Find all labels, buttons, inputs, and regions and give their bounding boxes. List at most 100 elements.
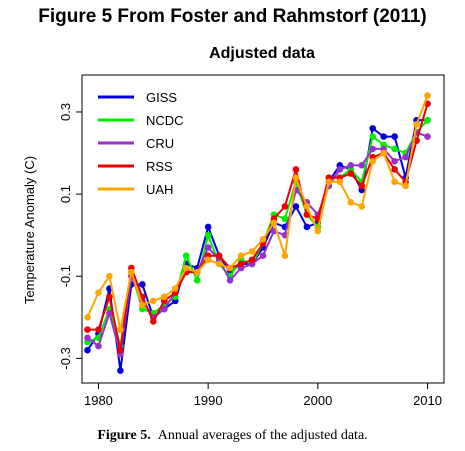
legend: GISS NCDC CRU RSS UAH — [98, 90, 184, 197]
series-uah — [84, 92, 431, 333]
data-point — [171, 285, 179, 292]
data-point — [95, 326, 102, 333]
data-point — [237, 260, 245, 268]
legend-item-uah: UAH — [98, 182, 173, 197]
y-tick-label: -0.3 — [58, 347, 73, 369]
data-point — [84, 334, 91, 342]
data-point — [128, 268, 135, 276]
data-point — [237, 252, 245, 259]
data-point — [160, 305, 168, 313]
data-point — [84, 313, 91, 321]
data-point — [226, 277, 234, 284]
data-point — [248, 248, 256, 255]
data-point — [204, 244, 212, 251]
data-point — [424, 133, 431, 140]
data-point — [336, 166, 344, 173]
figure-caption: Figure 5. Annual averages of the adjuste… — [0, 428, 465, 444]
y-axis-label: Temperature Anomaly (C) — [22, 156, 37, 304]
data-point — [303, 223, 311, 231]
data-point — [303, 203, 311, 210]
data-point — [150, 318, 157, 325]
series-rss — [84, 100, 431, 354]
data-point — [281, 203, 289, 210]
data-point — [182, 252, 190, 259]
y-tick-label: 0.3 — [58, 103, 73, 121]
data-point — [84, 326, 91, 333]
data-point — [413, 120, 420, 128]
legend-label: RSS — [146, 159, 173, 174]
data-point — [369, 145, 376, 153]
data-point — [402, 153, 409, 161]
data-point — [292, 203, 300, 210]
caption-text: Annual averages of the adjusted data. — [157, 428, 368, 443]
data-point — [369, 125, 376, 132]
data-point — [106, 293, 113, 301]
data-point — [358, 162, 366, 169]
caption-lead: Figure 5. — [97, 428, 151, 443]
data-point — [347, 170, 355, 177]
data-point — [117, 367, 124, 374]
y-tick-label: -0.1 — [58, 265, 73, 287]
data-point — [391, 157, 398, 165]
data-point — [248, 256, 256, 264]
data-point — [402, 182, 409, 190]
data-point — [117, 346, 124, 354]
legend-item-ncdc: NCDC — [98, 113, 184, 128]
y-tick-label: 0.1 — [58, 185, 73, 203]
legend-item-cru: CRU — [98, 136, 174, 151]
data-point — [292, 174, 300, 181]
data-point — [95, 342, 102, 350]
data-point — [358, 182, 366, 190]
x-tick-label: 1980 — [84, 393, 113, 408]
data-point — [347, 199, 355, 206]
data-point — [347, 162, 355, 169]
data-point — [204, 231, 212, 239]
legend-item-giss: GISS — [98, 90, 177, 105]
data-point — [391, 133, 398, 140]
data-point — [84, 346, 91, 354]
data-point — [215, 252, 223, 259]
data-point — [380, 133, 387, 140]
data-point — [336, 178, 344, 186]
data-point — [281, 215, 289, 223]
x-tick-label: 1990 — [194, 393, 223, 408]
data-point — [303, 211, 311, 218]
data-point — [160, 293, 168, 301]
data-point — [139, 301, 146, 309]
x-tick-label: 2010 — [413, 393, 442, 408]
data-point — [182, 264, 190, 272]
data-point — [226, 264, 234, 272]
series-line — [86, 131, 428, 356]
series-layer — [84, 92, 431, 374]
data-point — [139, 281, 146, 288]
data-point — [193, 277, 201, 284]
legend-label: CRU — [146, 136, 174, 151]
data-point — [358, 203, 366, 210]
data-point — [314, 227, 322, 235]
data-point — [369, 133, 376, 140]
data-point — [106, 272, 113, 280]
data-point — [424, 116, 431, 124]
series-cru — [84, 129, 431, 358]
series-ncdc — [84, 116, 431, 350]
data-point — [215, 260, 223, 268]
data-point — [95, 289, 102, 296]
data-point — [391, 178, 398, 186]
data-point — [391, 145, 398, 153]
axes: 1980 1990 2000 2010 -0.3 -0.1 0.1 0.3 — [58, 103, 442, 408]
data-point — [369, 157, 376, 165]
x-tick-label: 2000 — [303, 393, 332, 408]
data-point — [193, 268, 201, 276]
data-point — [204, 223, 212, 231]
data-point — [292, 166, 300, 173]
data-point — [380, 149, 387, 157]
legend-label: NCDC — [146, 113, 184, 128]
data-point — [117, 326, 124, 333]
data-point — [106, 309, 113, 317]
data-point — [325, 178, 333, 186]
data-point — [270, 219, 278, 227]
legend-label: GISS — [146, 90, 177, 105]
page-title: Figure 5 From Foster and Rahmstorf (2011… — [38, 6, 427, 27]
series-line — [87, 119, 429, 348]
